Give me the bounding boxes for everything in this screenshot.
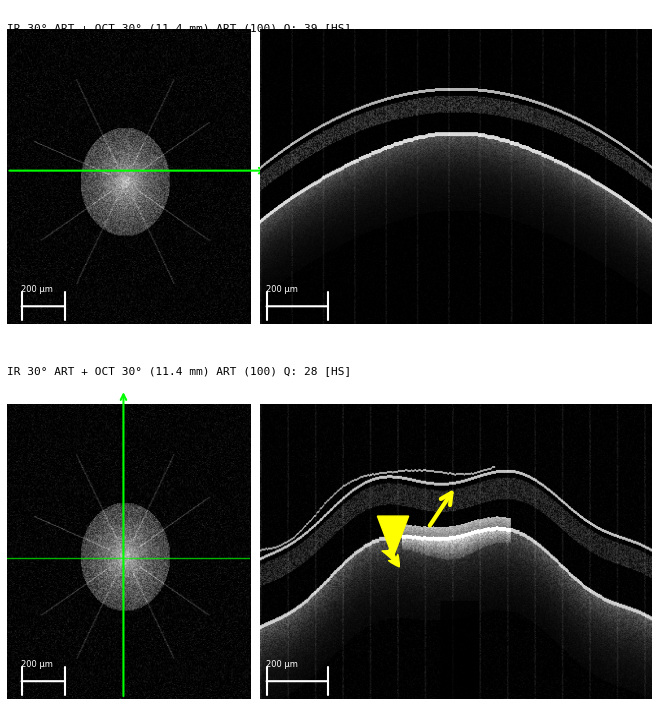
- Text: IR 30° ART + OCT 30° (11.4 mm) ART (100) Q: 39 [HS]: IR 30° ART + OCT 30° (11.4 mm) ART (100)…: [7, 23, 351, 33]
- Polygon shape: [378, 516, 409, 558]
- Text: 200 µm: 200 µm: [21, 660, 53, 670]
- Text: 200 µm: 200 µm: [266, 285, 297, 294]
- Text: IR 30° ART + OCT 30° (11.4 mm) ART (100) Q: 28 [HS]: IR 30° ART + OCT 30° (11.4 mm) ART (100)…: [7, 366, 351, 376]
- Text: 200 µm: 200 µm: [21, 285, 53, 294]
- Text: 200 µm: 200 µm: [266, 660, 297, 670]
